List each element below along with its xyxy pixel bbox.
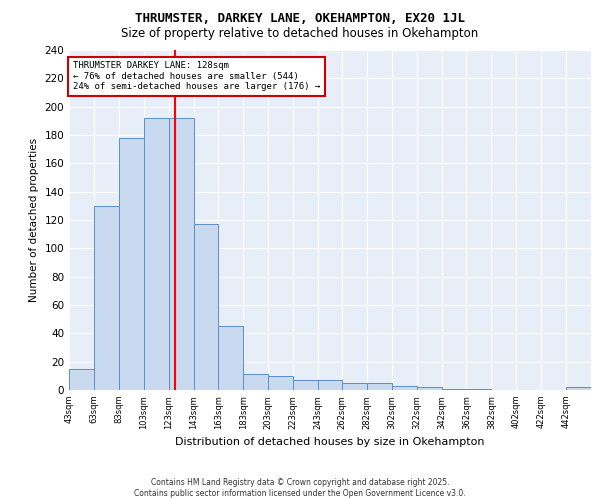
Bar — [342, 383, 367, 390]
Bar — [416, 387, 442, 390]
Bar — [442, 388, 466, 390]
Bar — [268, 376, 293, 390]
Bar — [119, 138, 144, 390]
X-axis label: Distribution of detached houses by size in Okehampton: Distribution of detached houses by size … — [175, 437, 485, 447]
Bar — [194, 224, 218, 390]
Bar — [293, 380, 318, 390]
Bar — [218, 326, 244, 390]
Bar — [318, 380, 342, 390]
Text: THRUMSTER, DARKEY LANE, OKEHAMPTON, EX20 1JL: THRUMSTER, DARKEY LANE, OKEHAMPTON, EX20… — [135, 12, 465, 26]
Bar — [144, 118, 169, 390]
Y-axis label: Number of detached properties: Number of detached properties — [29, 138, 39, 302]
Text: Contains HM Land Registry data © Crown copyright and database right 2025.
Contai: Contains HM Land Registry data © Crown c… — [134, 478, 466, 498]
Bar — [466, 388, 491, 390]
Bar — [94, 206, 119, 390]
Bar — [69, 369, 94, 390]
Text: THRUMSTER DARKEY LANE: 128sqm
← 76% of detached houses are smaller (544)
24% of : THRUMSTER DARKEY LANE: 128sqm ← 76% of d… — [73, 62, 320, 91]
Bar — [392, 386, 416, 390]
Bar — [566, 387, 591, 390]
Bar — [244, 374, 268, 390]
Bar — [169, 118, 194, 390]
Bar — [367, 383, 392, 390]
Text: Size of property relative to detached houses in Okehampton: Size of property relative to detached ho… — [121, 28, 479, 40]
